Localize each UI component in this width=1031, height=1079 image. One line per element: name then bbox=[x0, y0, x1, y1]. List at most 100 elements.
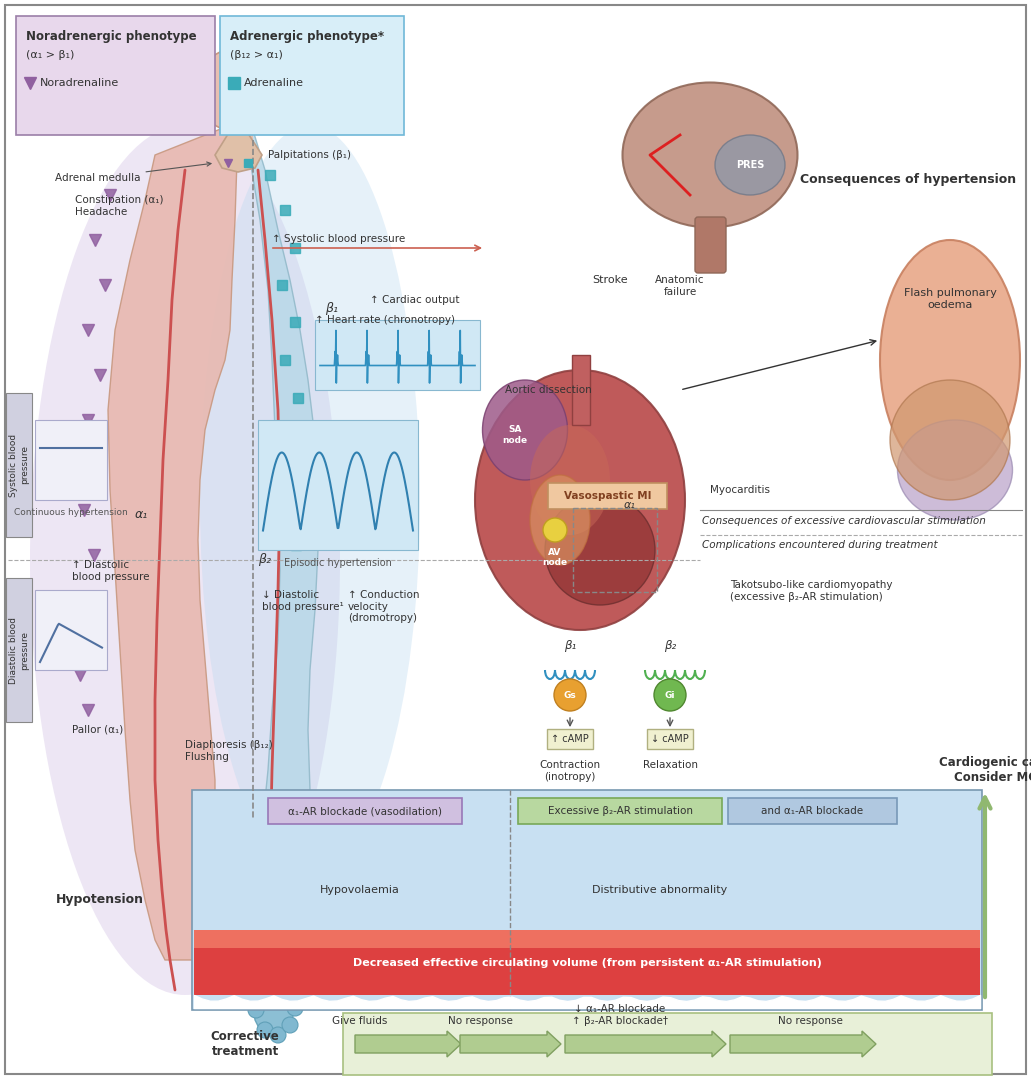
Text: Adrenergic phenotype*: Adrenergic phenotype* bbox=[230, 30, 385, 43]
Text: Constipation (α₁)
Headache: Constipation (α₁) Headache bbox=[75, 195, 164, 217]
Ellipse shape bbox=[890, 380, 1010, 500]
Text: Corrective
treatment: Corrective treatment bbox=[210, 1030, 279, 1058]
Ellipse shape bbox=[483, 380, 567, 480]
Text: Stroke: Stroke bbox=[592, 275, 628, 285]
FancyBboxPatch shape bbox=[268, 798, 462, 824]
FancyBboxPatch shape bbox=[728, 798, 897, 824]
Text: ↑ Cardiac output: ↑ Cardiac output bbox=[370, 295, 460, 305]
FancyBboxPatch shape bbox=[695, 217, 726, 273]
Text: Continuous hypertension: Continuous hypertension bbox=[14, 508, 128, 517]
Ellipse shape bbox=[530, 425, 610, 535]
FancyBboxPatch shape bbox=[16, 16, 215, 135]
Text: Diastolic blood
pressure: Diastolic blood pressure bbox=[9, 616, 29, 683]
FancyArrowPatch shape bbox=[979, 797, 991, 997]
Text: Cardiogenic cause
Consider MCS: Cardiogenic cause Consider MCS bbox=[939, 756, 1031, 784]
Text: β₂: β₂ bbox=[258, 554, 271, 566]
FancyBboxPatch shape bbox=[192, 790, 982, 1010]
Text: Complications encountered during treatment: Complications encountered during treatme… bbox=[702, 540, 937, 550]
Ellipse shape bbox=[716, 135, 785, 195]
FancyArrow shape bbox=[460, 1032, 561, 1057]
Text: Distributive abnormality: Distributive abnormality bbox=[593, 885, 728, 894]
Text: ↑ Diastolic
blood pressure: ↑ Diastolic blood pressure bbox=[72, 560, 149, 582]
FancyBboxPatch shape bbox=[548, 483, 667, 509]
Text: β₁: β₁ bbox=[325, 302, 338, 315]
Text: Give fluids: Give fluids bbox=[332, 1016, 388, 1026]
Ellipse shape bbox=[30, 125, 340, 995]
Text: Aortic dissection: Aortic dissection bbox=[505, 385, 592, 395]
Polygon shape bbox=[253, 950, 295, 1035]
Text: (α₁ > β₁): (α₁ > β₁) bbox=[26, 50, 74, 60]
FancyBboxPatch shape bbox=[258, 420, 418, 550]
Text: Consequences of hypertension: Consequences of hypertension bbox=[800, 174, 1017, 187]
Text: PRES: PRES bbox=[736, 160, 764, 170]
Text: Hypovolaemia: Hypovolaemia bbox=[320, 885, 400, 894]
Text: Hypotension: Hypotension bbox=[56, 893, 144, 906]
Circle shape bbox=[270, 1027, 286, 1043]
FancyBboxPatch shape bbox=[315, 320, 480, 390]
Text: ↓ Diastolic
blood pressure¹: ↓ Diastolic blood pressure¹ bbox=[262, 590, 343, 612]
Text: No response: No response bbox=[447, 1016, 512, 1026]
Text: Noradrenaline: Noradrenaline bbox=[40, 78, 120, 88]
FancyBboxPatch shape bbox=[35, 590, 107, 670]
FancyArrow shape bbox=[730, 1032, 876, 1057]
Text: Gi: Gi bbox=[665, 691, 675, 699]
Circle shape bbox=[287, 1000, 303, 1016]
Text: ↑ Heart rate (chronotropy): ↑ Heart rate (chronotropy) bbox=[315, 315, 455, 325]
Ellipse shape bbox=[200, 125, 420, 875]
FancyBboxPatch shape bbox=[220, 16, 404, 135]
Circle shape bbox=[543, 518, 567, 542]
Ellipse shape bbox=[530, 475, 590, 565]
Text: Palpitations (β₁): Palpitations (β₁) bbox=[268, 150, 351, 160]
Text: Vasospastic MI: Vasospastic MI bbox=[564, 491, 652, 501]
Ellipse shape bbox=[475, 370, 685, 630]
Text: ↑ Systolic blood pressure: ↑ Systolic blood pressure bbox=[272, 234, 405, 244]
Ellipse shape bbox=[623, 82, 798, 228]
Text: Consequences of excessive cardiovascular stimulation: Consequences of excessive cardiovascular… bbox=[702, 516, 986, 525]
FancyBboxPatch shape bbox=[223, 128, 253, 156]
Text: α₁: α₁ bbox=[135, 508, 148, 521]
Text: Anatomic
failure: Anatomic failure bbox=[656, 275, 705, 297]
Text: Takotsubo-like cardiomyopathy
(excessive β₂-AR stimulation): Takotsubo-like cardiomyopathy (excessive… bbox=[730, 581, 893, 602]
Text: Decreased effective circulating volume (from persistent α₁-AR stimulation): Decreased effective circulating volume (… bbox=[353, 958, 822, 968]
Polygon shape bbox=[215, 118, 262, 172]
Text: α₁-AR blockade (vasodilation): α₁-AR blockade (vasodilation) bbox=[288, 806, 442, 816]
FancyBboxPatch shape bbox=[35, 420, 107, 500]
Ellipse shape bbox=[898, 420, 1012, 520]
Text: β₁: β₁ bbox=[564, 639, 576, 652]
Text: Gs: Gs bbox=[564, 691, 576, 699]
Text: AV
node: AV node bbox=[542, 548, 567, 568]
Text: Noradrenergic phenotype: Noradrenergic phenotype bbox=[26, 30, 197, 43]
Text: No response: No response bbox=[777, 1016, 842, 1026]
Circle shape bbox=[248, 1002, 264, 1017]
Text: Diaphoresis (β₁₂)
Flushing: Diaphoresis (β₁₂) Flushing bbox=[185, 740, 273, 762]
Text: Contraction
(inotropy): Contraction (inotropy) bbox=[539, 760, 601, 781]
FancyBboxPatch shape bbox=[6, 393, 32, 537]
Text: α₁: α₁ bbox=[624, 500, 636, 510]
FancyBboxPatch shape bbox=[6, 578, 32, 722]
FancyBboxPatch shape bbox=[194, 940, 980, 995]
Text: Episodic hypertension: Episodic hypertension bbox=[285, 558, 392, 568]
Text: Flash pulmonary
oedema: Flash pulmonary oedema bbox=[903, 288, 996, 310]
Text: (β₁₂ > α₁): (β₁₂ > α₁) bbox=[230, 50, 282, 60]
FancyBboxPatch shape bbox=[647, 729, 693, 749]
Text: β₂: β₂ bbox=[664, 639, 676, 652]
Text: Systolic blood
pressure: Systolic blood pressure bbox=[9, 434, 29, 496]
Circle shape bbox=[554, 679, 586, 711]
Text: Adrenaline: Adrenaline bbox=[244, 78, 304, 88]
Text: ↑ cAMP: ↑ cAMP bbox=[552, 734, 589, 745]
FancyBboxPatch shape bbox=[5, 5, 1026, 1074]
Circle shape bbox=[654, 679, 686, 711]
FancyArrow shape bbox=[355, 1032, 461, 1057]
Text: ↓ cAMP: ↓ cAMP bbox=[652, 734, 689, 745]
FancyBboxPatch shape bbox=[343, 1013, 992, 1075]
Circle shape bbox=[196, 47, 280, 132]
Polygon shape bbox=[108, 128, 237, 960]
FancyBboxPatch shape bbox=[518, 798, 722, 824]
Text: Myocarditis: Myocarditis bbox=[710, 484, 770, 495]
FancyBboxPatch shape bbox=[194, 930, 980, 948]
Ellipse shape bbox=[880, 240, 1020, 480]
FancyBboxPatch shape bbox=[572, 355, 590, 425]
Text: Pallor (α₁): Pallor (α₁) bbox=[72, 725, 124, 735]
Text: ↑ Conduction
velocity
(dromotropy): ↑ Conduction velocity (dromotropy) bbox=[348, 590, 420, 624]
FancyBboxPatch shape bbox=[547, 729, 593, 749]
